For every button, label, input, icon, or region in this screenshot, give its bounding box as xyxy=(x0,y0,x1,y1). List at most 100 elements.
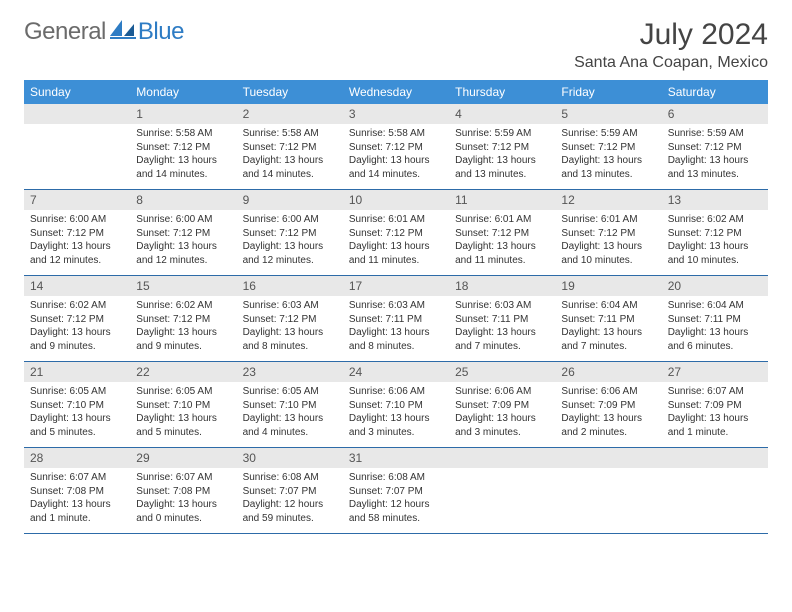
sunrise-text: Sunrise: 5:58 AM xyxy=(349,127,443,141)
weekday-header: Monday xyxy=(130,80,236,104)
daylight-text: Daylight: 13 hours and 12 minutes. xyxy=(30,240,124,267)
weekday-header: Saturday xyxy=(662,80,768,104)
daylight-text: Daylight: 13 hours and 13 minutes. xyxy=(561,154,655,181)
daylight-text: Daylight: 13 hours and 11 minutes. xyxy=(455,240,549,267)
day-details: Sunrise: 6:02 AMSunset: 7:12 PMDaylight:… xyxy=(662,210,768,275)
calendar-day-cell: 18Sunrise: 6:03 AMSunset: 7:11 PMDayligh… xyxy=(449,276,555,362)
sunset-text: Sunset: 7:10 PM xyxy=(243,399,337,413)
sunrise-text: Sunrise: 6:02 AM xyxy=(668,213,762,227)
day-details: Sunrise: 6:05 AMSunset: 7:10 PMDaylight:… xyxy=(237,382,343,447)
sunset-text: Sunset: 7:08 PM xyxy=(136,485,230,499)
sunset-text: Sunset: 7:07 PM xyxy=(243,485,337,499)
daylight-text: Daylight: 13 hours and 11 minutes. xyxy=(349,240,443,267)
day-details: Sunrise: 6:04 AMSunset: 7:11 PMDaylight:… xyxy=(662,296,768,361)
daylight-text: Daylight: 13 hours and 9 minutes. xyxy=(30,326,124,353)
day-details: Sunrise: 5:58 AMSunset: 7:12 PMDaylight:… xyxy=(130,124,236,189)
day-details: Sunrise: 5:59 AMSunset: 7:12 PMDaylight:… xyxy=(662,124,768,189)
sunrise-text: Sunrise: 6:00 AM xyxy=(136,213,230,227)
sunrise-text: Sunrise: 6:05 AM xyxy=(243,385,337,399)
sunrise-text: Sunrise: 6:00 AM xyxy=(30,213,124,227)
day-number: 23 xyxy=(237,362,343,382)
day-details: Sunrise: 6:08 AMSunset: 7:07 PMDaylight:… xyxy=(343,468,449,533)
day-details: Sunrise: 5:59 AMSunset: 7:12 PMDaylight:… xyxy=(449,124,555,189)
day-number: 3 xyxy=(343,104,449,124)
calendar-day-cell: 31Sunrise: 6:08 AMSunset: 7:07 PMDayligh… xyxy=(343,448,449,534)
day-details: Sunrise: 6:07 AMSunset: 7:09 PMDaylight:… xyxy=(662,382,768,447)
day-number: 30 xyxy=(237,448,343,468)
calendar-day-cell: 22Sunrise: 6:05 AMSunset: 7:10 PMDayligh… xyxy=(130,362,236,448)
daylight-text: Daylight: 13 hours and 14 minutes. xyxy=(243,154,337,181)
sunset-text: Sunset: 7:12 PM xyxy=(243,313,337,327)
day-number xyxy=(449,448,555,468)
day-details: Sunrise: 6:07 AMSunset: 7:08 PMDaylight:… xyxy=(24,468,130,533)
day-details: Sunrise: 6:01 AMSunset: 7:12 PMDaylight:… xyxy=(449,210,555,275)
day-number: 19 xyxy=(555,276,661,296)
sunrise-text: Sunrise: 6:07 AM xyxy=(668,385,762,399)
sunset-text: Sunset: 7:08 PM xyxy=(30,485,124,499)
calendar-day-cell: 28Sunrise: 6:07 AMSunset: 7:08 PMDayligh… xyxy=(24,448,130,534)
sunset-text: Sunset: 7:11 PM xyxy=(668,313,762,327)
daylight-text: Daylight: 13 hours and 14 minutes. xyxy=(136,154,230,181)
daylight-text: Daylight: 12 hours and 58 minutes. xyxy=(349,498,443,525)
calendar-week-row: 28Sunrise: 6:07 AMSunset: 7:08 PMDayligh… xyxy=(24,448,768,534)
sunrise-text: Sunrise: 6:04 AM xyxy=(561,299,655,313)
sunset-text: Sunset: 7:12 PM xyxy=(455,227,549,241)
calendar-day-cell: 15Sunrise: 6:02 AMSunset: 7:12 PMDayligh… xyxy=(130,276,236,362)
calendar-day-cell: 4Sunrise: 5:59 AMSunset: 7:12 PMDaylight… xyxy=(449,104,555,190)
daylight-text: Daylight: 13 hours and 2 minutes. xyxy=(561,412,655,439)
sunrise-text: Sunrise: 6:03 AM xyxy=(243,299,337,313)
sunrise-text: Sunrise: 6:08 AM xyxy=(349,471,443,485)
day-details: Sunrise: 6:00 AMSunset: 7:12 PMDaylight:… xyxy=(237,210,343,275)
calendar-week-row: 21Sunrise: 6:05 AMSunset: 7:10 PMDayligh… xyxy=(24,362,768,448)
sunrise-text: Sunrise: 5:59 AM xyxy=(668,127,762,141)
sunset-text: Sunset: 7:11 PM xyxy=(455,313,549,327)
sunset-text: Sunset: 7:09 PM xyxy=(668,399,762,413)
calendar-day-cell xyxy=(555,448,661,534)
sunrise-text: Sunrise: 6:07 AM xyxy=(136,471,230,485)
day-details: Sunrise: 6:01 AMSunset: 7:12 PMDaylight:… xyxy=(555,210,661,275)
location-label: Santa Ana Coapan, Mexico xyxy=(574,54,768,72)
day-number: 18 xyxy=(449,276,555,296)
calendar-day-cell: 29Sunrise: 6:07 AMSunset: 7:08 PMDayligh… xyxy=(130,448,236,534)
day-number: 31 xyxy=(343,448,449,468)
day-details: Sunrise: 6:03 AMSunset: 7:11 PMDaylight:… xyxy=(343,296,449,361)
daylight-text: Daylight: 13 hours and 10 minutes. xyxy=(561,240,655,267)
sunrise-text: Sunrise: 6:08 AM xyxy=(243,471,337,485)
day-details xyxy=(24,124,130,174)
day-details xyxy=(662,468,768,518)
day-details: Sunrise: 6:06 AMSunset: 7:09 PMDaylight:… xyxy=(449,382,555,447)
day-details: Sunrise: 6:03 AMSunset: 7:11 PMDaylight:… xyxy=(449,296,555,361)
calendar-day-cell xyxy=(449,448,555,534)
calendar-day-cell: 5Sunrise: 5:59 AMSunset: 7:12 PMDaylight… xyxy=(555,104,661,190)
day-number: 13 xyxy=(662,190,768,210)
daylight-text: Daylight: 13 hours and 7 minutes. xyxy=(561,326,655,353)
day-details: Sunrise: 6:02 AMSunset: 7:12 PMDaylight:… xyxy=(130,296,236,361)
day-details: Sunrise: 5:59 AMSunset: 7:12 PMDaylight:… xyxy=(555,124,661,189)
day-number: 26 xyxy=(555,362,661,382)
weekday-header-row: Sunday Monday Tuesday Wednesday Thursday… xyxy=(24,80,768,104)
calendar-day-cell: 16Sunrise: 6:03 AMSunset: 7:12 PMDayligh… xyxy=(237,276,343,362)
calendar-day-cell: 27Sunrise: 6:07 AMSunset: 7:09 PMDayligh… xyxy=(662,362,768,448)
daylight-text: Daylight: 13 hours and 1 minute. xyxy=(30,498,124,525)
daylight-text: Daylight: 13 hours and 5 minutes. xyxy=(30,412,124,439)
sunset-text: Sunset: 7:12 PM xyxy=(668,227,762,241)
sunrise-text: Sunrise: 5:59 AM xyxy=(561,127,655,141)
day-details xyxy=(449,468,555,518)
calendar-week-row: 1Sunrise: 5:58 AMSunset: 7:12 PMDaylight… xyxy=(24,104,768,190)
sunset-text: Sunset: 7:12 PM xyxy=(349,141,443,155)
calendar-day-cell: 30Sunrise: 6:08 AMSunset: 7:07 PMDayligh… xyxy=(237,448,343,534)
sunrise-text: Sunrise: 6:03 AM xyxy=(455,299,549,313)
day-number: 11 xyxy=(449,190,555,210)
day-number: 12 xyxy=(555,190,661,210)
sunset-text: Sunset: 7:07 PM xyxy=(349,485,443,499)
day-details: Sunrise: 6:00 AMSunset: 7:12 PMDaylight:… xyxy=(24,210,130,275)
calendar-day-cell: 25Sunrise: 6:06 AMSunset: 7:09 PMDayligh… xyxy=(449,362,555,448)
sunset-text: Sunset: 7:12 PM xyxy=(243,227,337,241)
day-number: 21 xyxy=(24,362,130,382)
calendar-day-cell: 11Sunrise: 6:01 AMSunset: 7:12 PMDayligh… xyxy=(449,190,555,276)
daylight-text: Daylight: 13 hours and 13 minutes. xyxy=(668,154,762,181)
day-details: Sunrise: 6:01 AMSunset: 7:12 PMDaylight:… xyxy=(343,210,449,275)
sunset-text: Sunset: 7:10 PM xyxy=(30,399,124,413)
calendar-day-cell: 19Sunrise: 6:04 AMSunset: 7:11 PMDayligh… xyxy=(555,276,661,362)
day-details: Sunrise: 6:00 AMSunset: 7:12 PMDaylight:… xyxy=(130,210,236,275)
